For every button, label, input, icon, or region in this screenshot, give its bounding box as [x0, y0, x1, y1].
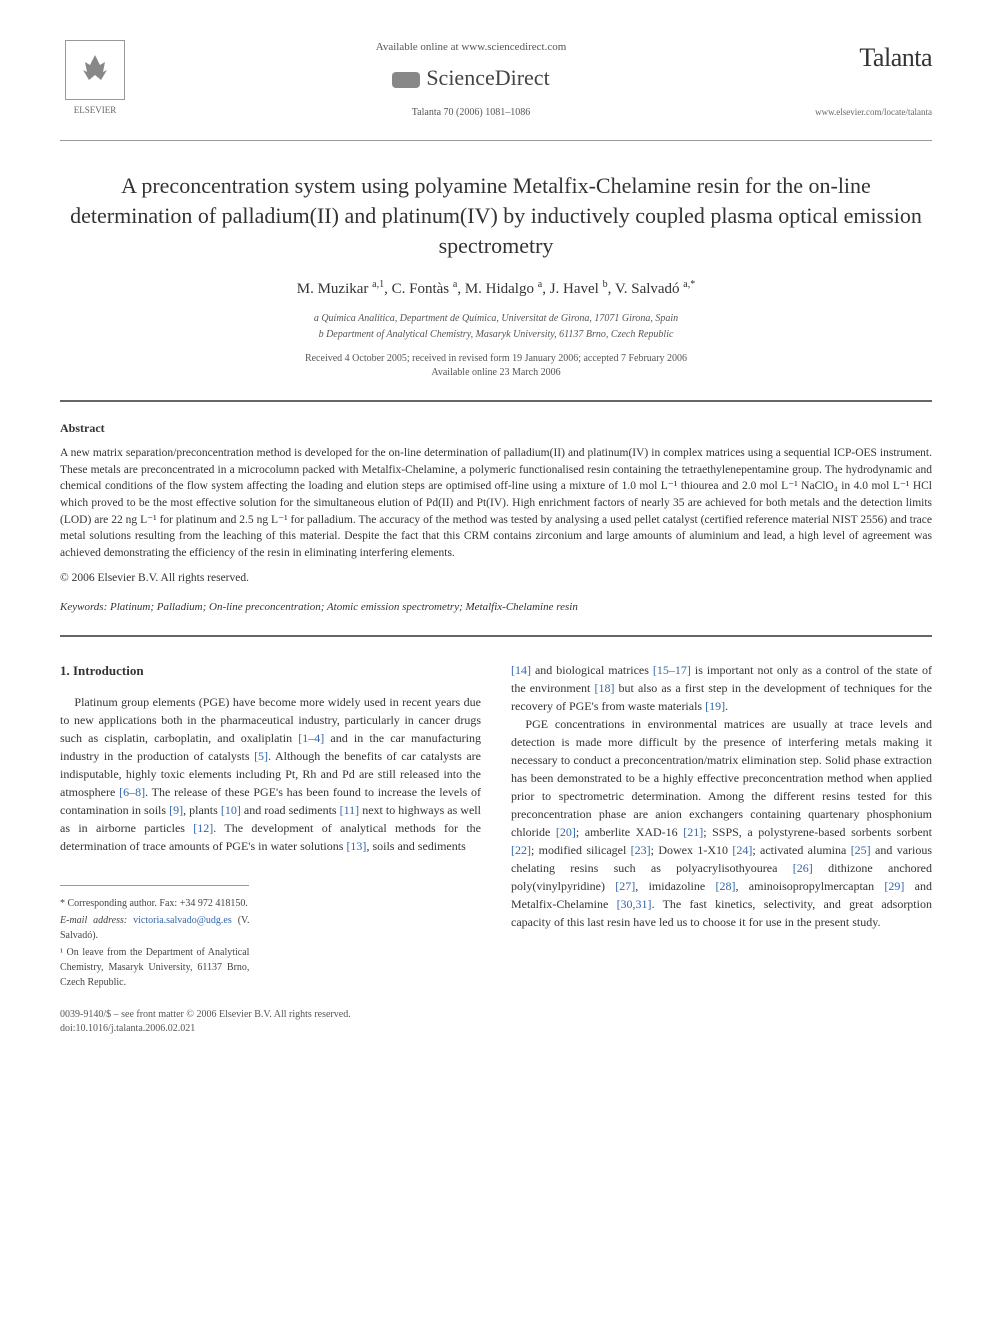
footnote-1: ¹ On leave from the Department of Analyt… — [60, 945, 249, 990]
affiliation-a: a Química Analítica, Department de Quími… — [60, 312, 932, 326]
center-header: Available online at www.sciencedirect.co… — [130, 40, 812, 120]
divider-top — [60, 140, 932, 141]
footer-copyright: 0039-9140/$ – see front matter © 2006 El… — [60, 1008, 932, 1022]
abstract-text: A new matrix separation/preconcentration… — [60, 445, 932, 562]
footnote-corresponding: * Corresponding author. Fax: +34 972 418… — [60, 896, 249, 911]
divider-abstract-top — [60, 400, 932, 402]
journal-logo-block: Talanta www.elsevier.com/locate/talanta — [812, 40, 932, 119]
journal-reference: Talanta 70 (2006) 1081–1086 — [130, 106, 812, 120]
journal-url: www.elsevier.com/locate/talanta — [812, 106, 932, 119]
col1-para1: Platinum group elements (PGE) have becom… — [60, 693, 481, 855]
article-dates: Received 4 October 2005; received in rev… — [60, 352, 932, 380]
abstract-copyright: © 2006 Elsevier B.V. All rights reserved… — [60, 570, 932, 586]
article-title: A preconcentration system using polyamin… — [60, 171, 932, 260]
column-right: [14] and biological matrices [15–17] is … — [511, 661, 932, 992]
elsevier-tree-icon — [65, 40, 125, 100]
journal-name: Talanta — [812, 40, 932, 76]
author-list: M. Muzikar a,1, C. Fontàs a, M. Hidalgo … — [60, 278, 932, 300]
email-address[interactable]: victoria.salvado@udg.es — [133, 915, 232, 926]
publisher-logo: ELSEVIER — [60, 40, 130, 117]
platform-name: ScienceDirect — [130, 63, 812, 94]
col2-para2: PGE concentrations in environmental matr… — [511, 715, 932, 931]
available-online-text: Available online at www.sciencedirect.co… — [130, 40, 812, 55]
dates-online: Available online 23 March 2006 — [60, 366, 932, 380]
keywords-line: Keywords: Platinum; Palladium; On-line p… — [60, 600, 932, 615]
footnote-email-line: E-mail address: victoria.salvado@udg.es … — [60, 913, 249, 943]
email-label: E-mail address: — [60, 915, 127, 926]
keywords-label: Keywords: — [60, 601, 107, 613]
section-1-heading: 1. Introduction — [60, 661, 481, 681]
footnotes-block: * Corresponding author. Fax: +34 972 418… — [60, 885, 249, 990]
col2-para1: [14] and biological matrices [15–17] is … — [511, 661, 932, 715]
footer-doi: doi:10.1016/j.talanta.2006.02.021 — [60, 1022, 932, 1036]
body-columns: 1. Introduction Platinum group elements … — [60, 661, 932, 992]
header-row: ELSEVIER Available online at www.science… — [60, 40, 932, 120]
sciencedirect-icon — [392, 72, 420, 88]
divider-abstract-bottom — [60, 635, 932, 637]
column-left: 1. Introduction Platinum group elements … — [60, 661, 481, 992]
affiliations: a Química Analítica, Department de Quími… — [60, 312, 932, 342]
footer-block: 0039-9140/$ – see front matter © 2006 El… — [60, 1008, 932, 1036]
affiliation-b: b Department of Analytical Chemistry, Ma… — [60, 328, 932, 342]
keywords-text: Platinum; Palladium; On-line preconcentr… — [110, 601, 578, 613]
dates-received: Received 4 October 2005; received in rev… — [60, 352, 932, 366]
platform-label: ScienceDirect — [426, 65, 549, 90]
publisher-name: ELSEVIER — [60, 104, 130, 117]
abstract-heading: Abstract — [60, 420, 932, 437]
